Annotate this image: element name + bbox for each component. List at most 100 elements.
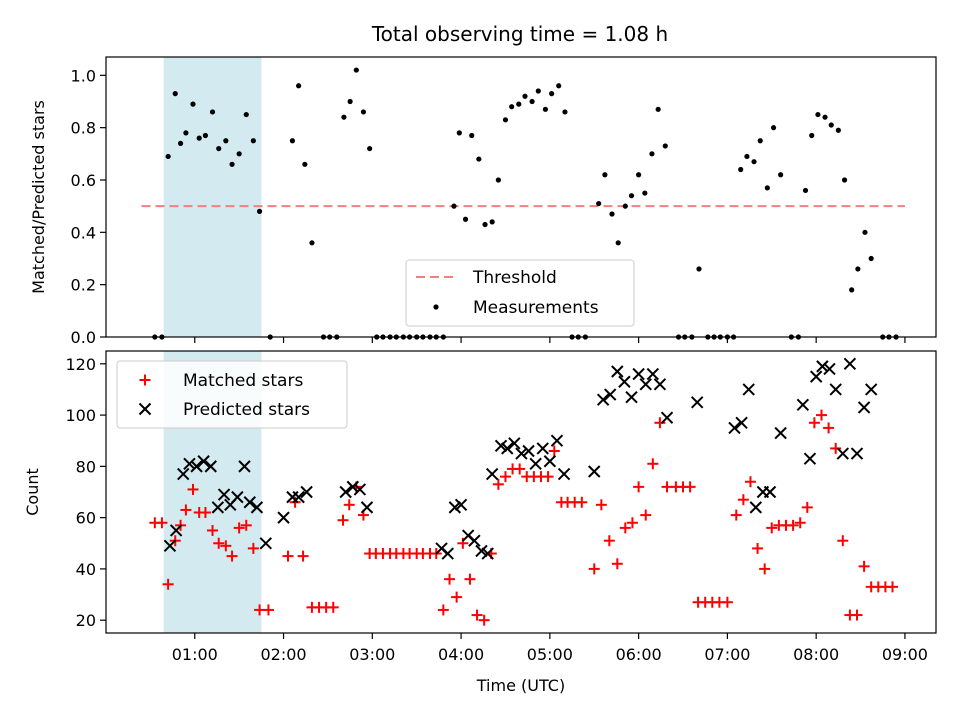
bottom-y-tick-label: 20 bbox=[76, 611, 96, 630]
x-tick-label: 08:00 bbox=[793, 645, 839, 664]
matched-star-point bbox=[654, 417, 666, 429]
legend-measurements-swatch bbox=[433, 304, 439, 310]
measurement-point bbox=[250, 138, 256, 144]
matched-star-point bbox=[499, 471, 511, 483]
predicted-star-point bbox=[243, 496, 257, 509]
measurement-point bbox=[190, 101, 196, 107]
predicted-star-point bbox=[217, 488, 231, 501]
top-y-tick-label: 0.6 bbox=[71, 171, 96, 190]
predicted-star-point bbox=[259, 537, 272, 550]
predicted-star-point bbox=[749, 501, 763, 514]
matched-star-point bbox=[542, 471, 554, 483]
measurement-point bbox=[172, 91, 178, 97]
x-tick-label: 07:00 bbox=[704, 645, 750, 664]
matched-star-point bbox=[766, 522, 778, 534]
x-tick-label: 02:00 bbox=[260, 645, 306, 664]
measurement-point bbox=[509, 104, 515, 110]
matched-star-point bbox=[343, 499, 355, 511]
matched-star-point bbox=[744, 476, 756, 488]
matched-star-point bbox=[451, 591, 463, 603]
predicted-star-point bbox=[441, 547, 454, 560]
predicted-star-point bbox=[339, 485, 352, 499]
matched-star-point bbox=[684, 481, 696, 493]
matched-star-point bbox=[337, 514, 349, 526]
matched-star-point bbox=[233, 522, 245, 534]
matched-star-point bbox=[794, 517, 806, 529]
matched-stars-points bbox=[149, 409, 899, 626]
predicted-star-point bbox=[691, 396, 704, 409]
matched-star-point bbox=[801, 501, 813, 513]
measurement-point bbox=[451, 203, 457, 209]
measurement-point bbox=[662, 143, 668, 149]
measurement-point bbox=[196, 135, 202, 141]
top-legend-box bbox=[405, 259, 635, 327]
measurement-point bbox=[341, 114, 347, 120]
predicted-star-point bbox=[529, 457, 542, 471]
measurement-point bbox=[649, 151, 655, 157]
predicted-star-point bbox=[774, 426, 787, 440]
matched-star-point bbox=[180, 504, 192, 516]
legend-threshold-label: Threshold bbox=[472, 268, 557, 288]
matched-star-point bbox=[759, 563, 771, 575]
measurement-point bbox=[216, 145, 222, 152]
predicted-star-point bbox=[742, 383, 755, 396]
bottom-legend: Matched stars Predicted stars bbox=[116, 360, 348, 429]
bottom-y-tick-label: 100 bbox=[65, 406, 96, 425]
matched-star-point bbox=[207, 524, 219, 536]
matched-star-point bbox=[187, 483, 199, 495]
predicted-star-point bbox=[481, 547, 494, 560]
bottom-plot-frame bbox=[105, 350, 937, 634]
x-tick-label: 05:00 bbox=[527, 645, 573, 664]
matched-star-point bbox=[851, 609, 863, 621]
matched-star-point bbox=[721, 596, 733, 608]
measurement-point bbox=[502, 117, 509, 123]
measurement-point bbox=[535, 88, 541, 94]
bottom-y-axis: 20 40 60 80 100 120 bbox=[65, 355, 106, 630]
measurement-point bbox=[642, 190, 648, 196]
predicted-star-point bbox=[485, 467, 499, 481]
bottom-y-axis-label: Count bbox=[23, 468, 42, 516]
measurement-point bbox=[309, 240, 315, 246]
matched-star-point bbox=[514, 463, 526, 475]
predicted-star-point bbox=[169, 524, 183, 537]
measurement-point bbox=[367, 145, 373, 152]
measurement-point bbox=[302, 161, 308, 167]
measurement-point bbox=[202, 132, 209, 139]
measurement-point bbox=[236, 151, 242, 157]
top-plot-frame bbox=[105, 56, 937, 338]
legend-measurements-label: Measurements bbox=[473, 298, 599, 318]
predicted-star-point bbox=[728, 421, 741, 435]
measurement-point bbox=[770, 125, 777, 131]
predicted-star-point bbox=[816, 360, 829, 373]
predicted-star-point bbox=[735, 416, 748, 429]
measurement-point bbox=[841, 177, 848, 183]
chart-title: Total observing time = 1.08 h bbox=[371, 22, 668, 46]
matched-star-point bbox=[220, 540, 232, 552]
predicted-star-point bbox=[588, 465, 601, 478]
measurement-point bbox=[815, 111, 821, 118]
measurement-point bbox=[738, 166, 744, 173]
matched-star-point bbox=[444, 573, 456, 585]
measurement-point bbox=[602, 172, 608, 178]
bottom-y-tick-label: 120 bbox=[65, 355, 96, 374]
legend-predicted-marker bbox=[138, 402, 152, 416]
measurement-point bbox=[778, 172, 784, 178]
predicted-star-point bbox=[360, 501, 374, 514]
matched-star-point bbox=[815, 409, 827, 421]
predicted-star-point bbox=[653, 378, 667, 391]
measurement-point bbox=[615, 240, 621, 246]
matched-star-point bbox=[737, 494, 749, 506]
predicted-star-point bbox=[163, 539, 177, 553]
predicted-star-point bbox=[763, 485, 777, 499]
predicted-star-point bbox=[231, 490, 244, 504]
measurement-point bbox=[556, 83, 562, 89]
x-tick-label: 06:00 bbox=[616, 645, 662, 664]
predicted-star-point bbox=[604, 388, 617, 401]
matched-star-point bbox=[823, 422, 835, 434]
top-y-tick-label: 0.4 bbox=[71, 223, 96, 242]
bottom-x-axis: 01:00 02:00 03:00 04:00 05:00 06:00 07:00 08:00… bbox=[172, 633, 928, 664]
matched-star-point bbox=[492, 478, 504, 490]
matched-star-point bbox=[282, 550, 294, 562]
matched-star-point bbox=[327, 601, 339, 613]
predicted-star-point bbox=[197, 455, 210, 468]
